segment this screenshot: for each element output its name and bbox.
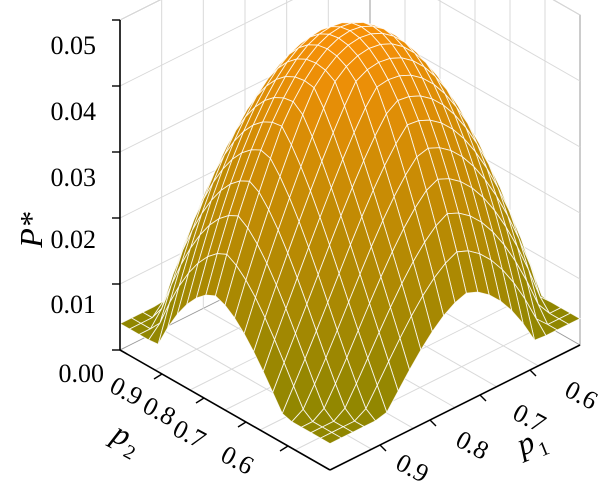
p1-tick-label: 0.9 bbox=[391, 448, 433, 489]
p1-tick-mark bbox=[529, 369, 537, 377]
z-tick-label: 0.05 bbox=[51, 31, 97, 60]
p1-tick-label: 0.8 bbox=[451, 425, 493, 466]
surface-plot bbox=[119, 21, 581, 445]
p2-tick-label: 0.7 bbox=[168, 414, 210, 455]
z-tick-label: 0.02 bbox=[51, 225, 97, 254]
p2-tick-mark bbox=[153, 373, 163, 380]
p1-axis-label-sub: 1 bbox=[535, 437, 553, 461]
p1-tick-label: 0.6 bbox=[560, 375, 602, 416]
chart-axes bbox=[112, 19, 581, 471]
p2-tick-label: 0.9 bbox=[105, 371, 147, 412]
p2-tick-label: 0.6 bbox=[216, 440, 258, 481]
p2-tick-mark bbox=[237, 421, 247, 428]
p2-axis-line bbox=[119, 349, 331, 471]
p1-axis-line bbox=[329, 344, 581, 471]
z-tick-label: 0.01 bbox=[51, 290, 97, 319]
grid-line bbox=[119, 0, 581, 21]
z-axis-label: P* bbox=[13, 212, 49, 249]
z-tick-label: 0.00 bbox=[59, 359, 105, 388]
p2-tick-label: 0.8 bbox=[138, 391, 180, 432]
p1-tick-mark bbox=[429, 419, 437, 427]
p2-tick-mark bbox=[195, 397, 205, 404]
p1-tick-mark bbox=[379, 444, 387, 452]
p1-tick-mark bbox=[479, 394, 487, 402]
p2-axis-label: p 2 bbox=[105, 413, 139, 464]
z-tick-label: 0.04 bbox=[51, 97, 97, 126]
z-tick-label: 0.03 bbox=[51, 163, 97, 192]
surface-face bbox=[319, 431, 343, 445]
p2-tick-mark bbox=[279, 445, 289, 452]
